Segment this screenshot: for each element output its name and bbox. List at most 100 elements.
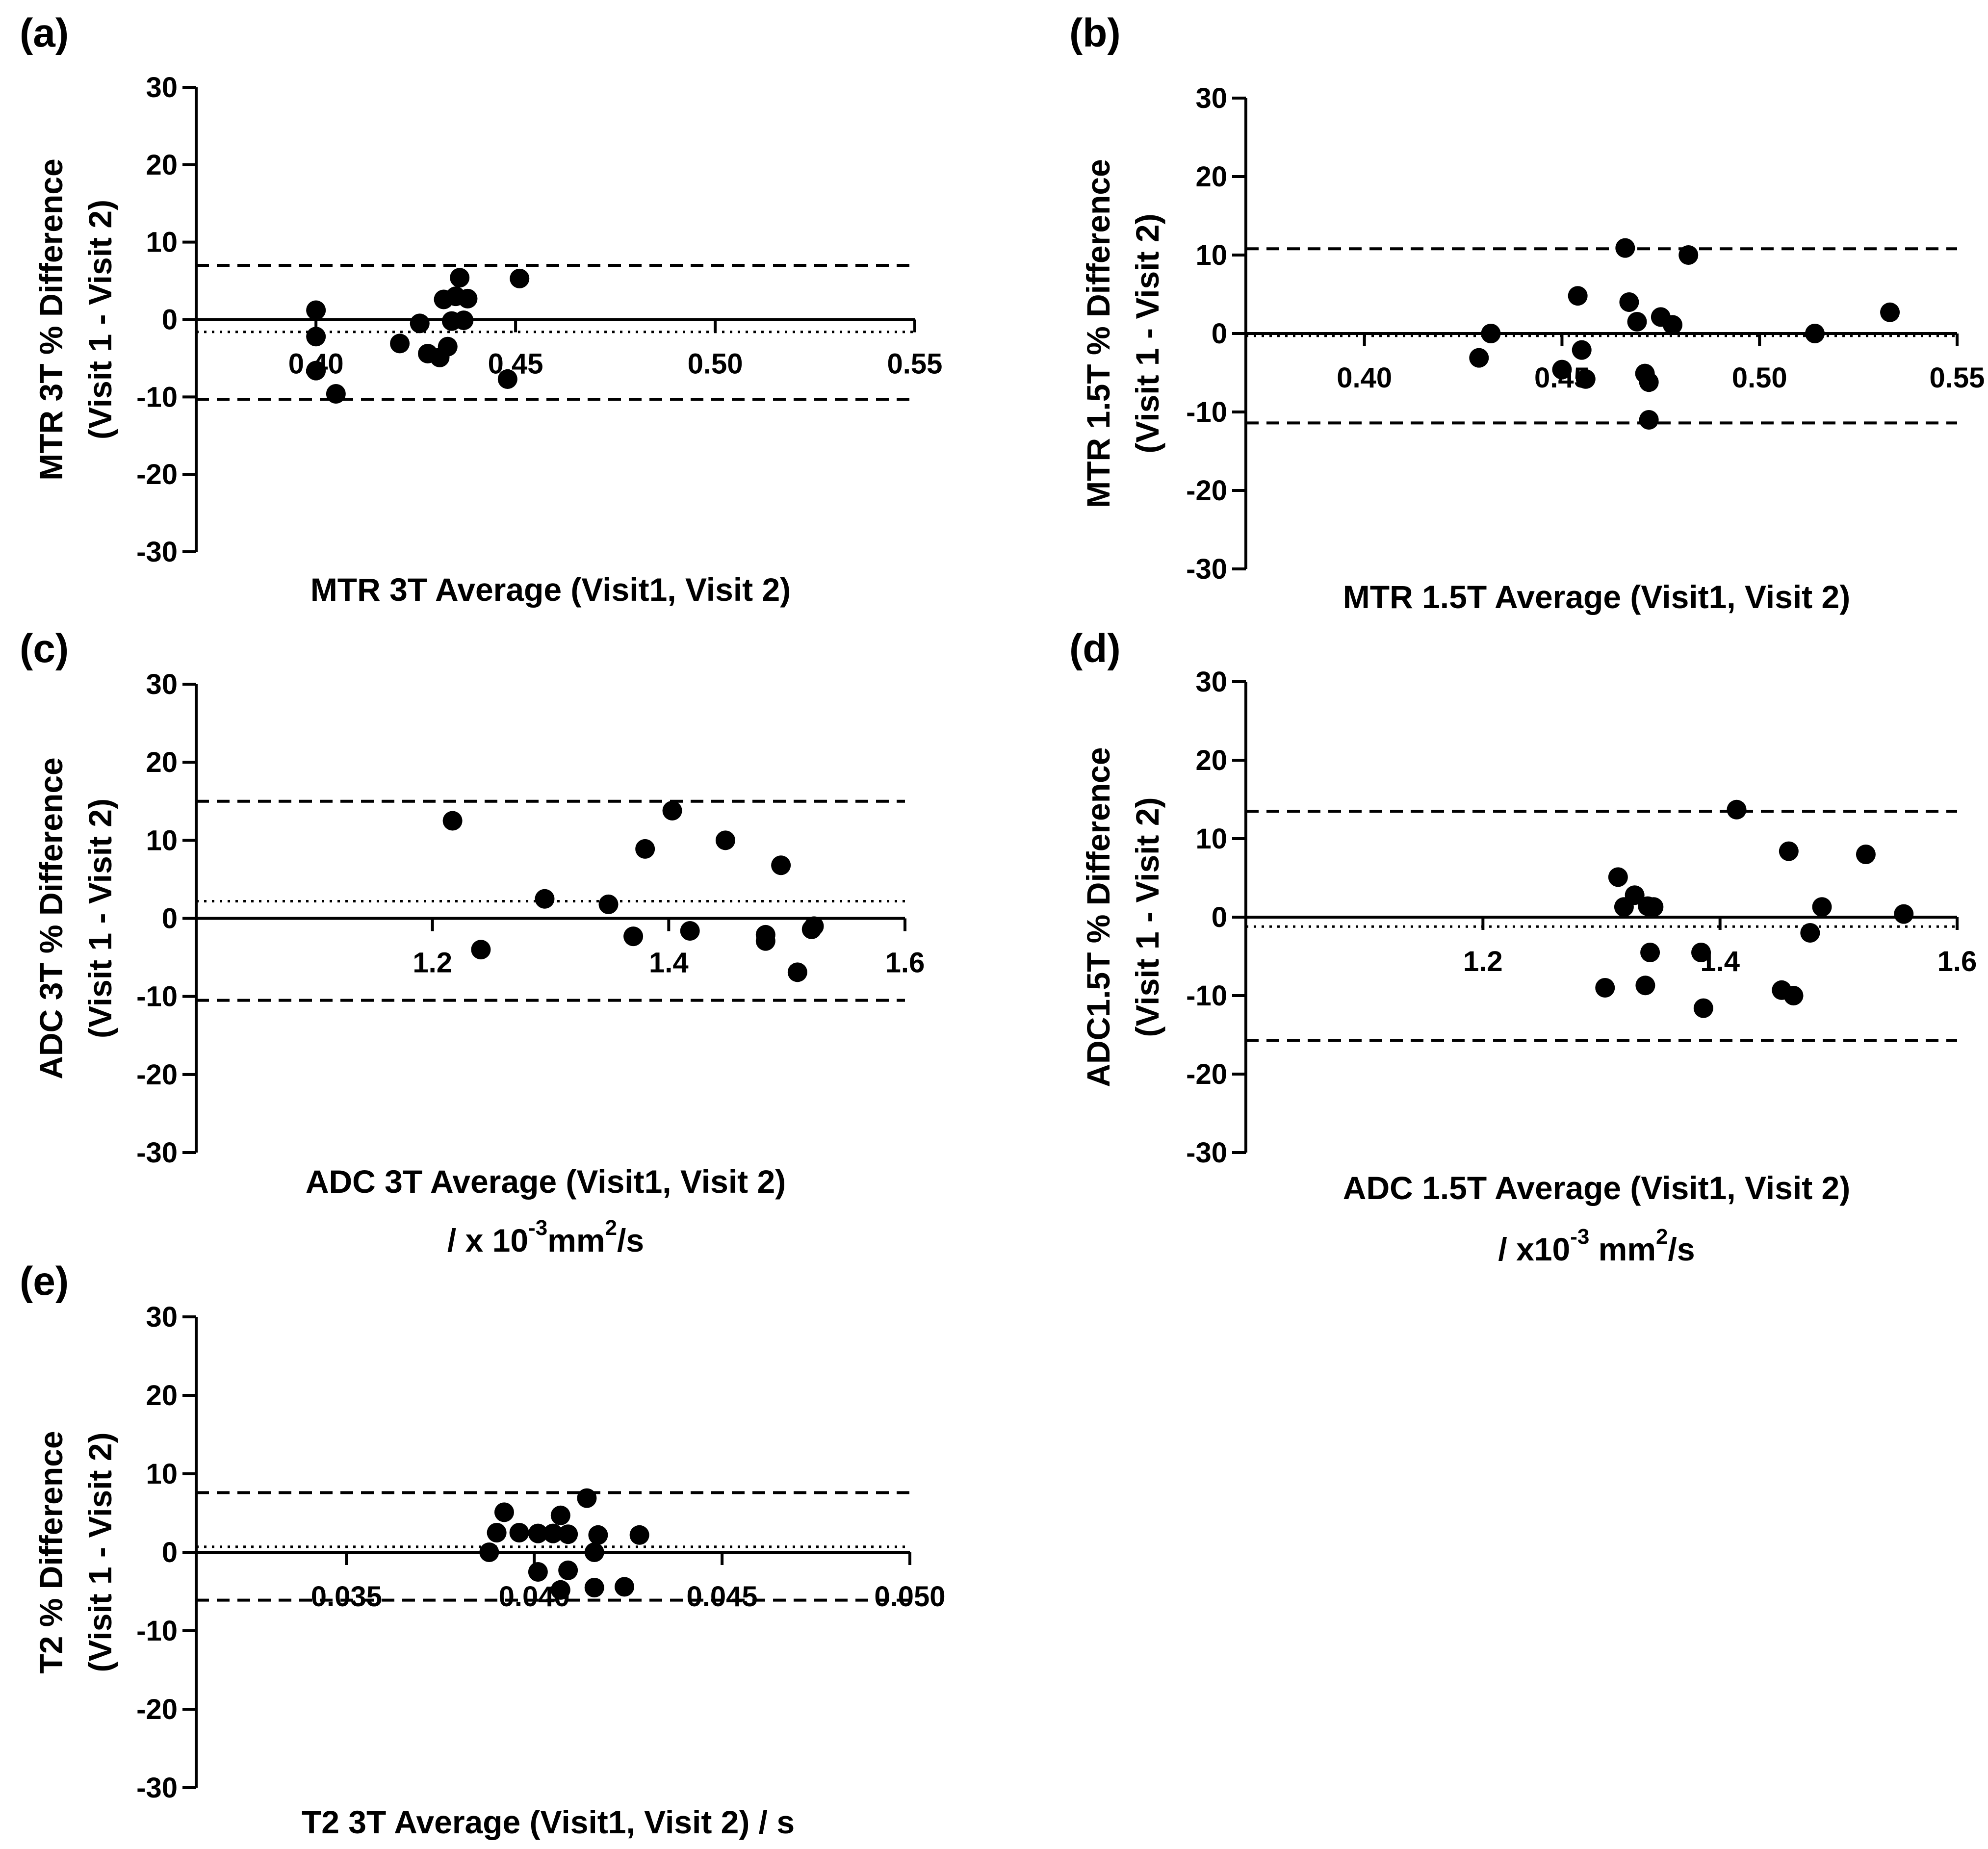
data-point [1627,312,1647,332]
y-tick-label: -30 [1186,1137,1227,1169]
y-tick-label: -10 [136,381,178,413]
x-axis-units-part: mm [547,1222,605,1258]
panel-label-d: (d) [1069,626,1121,671]
data-point [390,334,410,354]
data-point [1575,369,1596,389]
x-tick-label: 0.050 [874,1581,945,1613]
data-point [1727,799,1747,820]
x-tick-label: 1.2 [413,947,452,979]
y-axis-title-line-2: (Visit 1 - Visit 2) [82,798,118,1038]
data-point [528,1523,548,1543]
x-axis-units-part: -3 [1570,1225,1589,1249]
data-point [471,940,491,960]
data-point [306,327,326,347]
y-tick-label: 20 [1195,161,1227,193]
y-tick-label: 0 [162,1537,178,1568]
x-tick-label: 0.50 [1732,362,1787,394]
x-tick-label: 0.40 [1337,362,1392,394]
y-tick-label: 30 [146,72,178,103]
x-tick-label: 1.6 [885,947,925,979]
data-point [1812,897,1832,917]
x-tick-label: 0.035 [311,1581,382,1613]
x-axis-title: ADC 3T Average (Visit1, Visit 2) [306,1163,786,1200]
data-point [1595,978,1615,998]
y-tick-label: 0 [162,304,178,336]
data-point [680,921,700,941]
data-point [1481,324,1501,343]
y-tick-label: 10 [146,824,178,856]
data-point [535,889,555,909]
y-axis-title-line-2: (Visit 1 - Visit 2) [1129,213,1165,453]
data-point [326,384,346,404]
x-tick-label: 1.2 [1463,946,1503,977]
y-tick-label: -20 [136,459,178,490]
x-tick-label: 0.50 [688,348,743,380]
x-axis-units: / x10-3 mm2/s [1498,1225,1695,1267]
data-point [584,1578,604,1597]
data-point [1572,340,1592,360]
data-point [635,839,655,859]
panel-label-b: (b) [1069,11,1121,55]
y-tick-label: 30 [146,668,178,700]
data-point [1619,292,1639,312]
y-axis-title-line-2: (Visit 1 - Visit 2) [82,200,118,439]
y-tick-label: 20 [1195,745,1227,776]
data-point [1800,923,1820,943]
data-point [479,1542,499,1562]
y-tick-label: -30 [136,1137,178,1169]
y-tick-label: -30 [1186,553,1227,585]
data-point [509,1523,529,1542]
x-axis-units-part: mm [1589,1231,1656,1267]
data-point [306,300,326,320]
y-tick-label: 0 [1212,901,1227,933]
x-axis-units-part: 2 [605,1216,617,1240]
data-point [497,369,517,389]
x-tick-label: 0.045 [687,1581,758,1613]
x-tick-label: 0.55 [1930,362,1985,394]
y-tick-label: 10 [146,1458,178,1490]
data-point [1779,841,1799,861]
data-point [487,1523,507,1542]
x-axis-title: MTR 3T Average (Visit1, Visit 2) [310,571,791,608]
x-tick-label: 1.4 [649,947,689,979]
data-point [558,1560,578,1580]
y-tick-label: 10 [1195,823,1227,855]
data-point [410,313,430,334]
data-point [1693,998,1713,1018]
data-point [1615,238,1635,258]
data-point [306,360,326,381]
y-tick-label: -10 [136,981,178,1013]
y-tick-label: -30 [136,1772,178,1804]
data-point [1635,976,1655,996]
data-point [528,1562,548,1582]
y-tick-label: 30 [146,1301,178,1333]
x-tick-label: 0.55 [887,348,943,380]
data-point [1640,943,1660,962]
data-point [787,962,807,982]
data-point [1639,372,1659,392]
y-tick-label: -20 [1186,475,1227,507]
y-tick-label: -10 [1186,980,1227,1012]
x-axis-units-part: /s [617,1222,644,1258]
y-axis-title-line-1: T2 % Difference [33,1431,69,1673]
x-tick-label: 1.6 [1937,946,1977,977]
panel-label-a: (a) [20,11,69,55]
data-point [584,1542,604,1562]
y-tick-label: 20 [146,746,178,778]
data-point [450,268,470,288]
data-point [771,855,791,875]
x-axis-units-part: -3 [528,1216,547,1240]
data-point [1469,348,1489,368]
x-axis-title: MTR 1.5T Average (Visit1, Visit 2) [1343,579,1850,615]
data-point [550,1580,570,1600]
data-point [494,1502,514,1522]
data-point [454,310,474,331]
x-axis-title: T2 3T Average (Visit1, Visit 2) / s [302,1804,795,1840]
data-point [715,830,735,850]
y-tick-label: 0 [162,903,178,935]
y-tick-label: 10 [146,227,178,258]
y-axis-title-line-2: (Visit 1 - Visit 2) [82,1432,118,1672]
